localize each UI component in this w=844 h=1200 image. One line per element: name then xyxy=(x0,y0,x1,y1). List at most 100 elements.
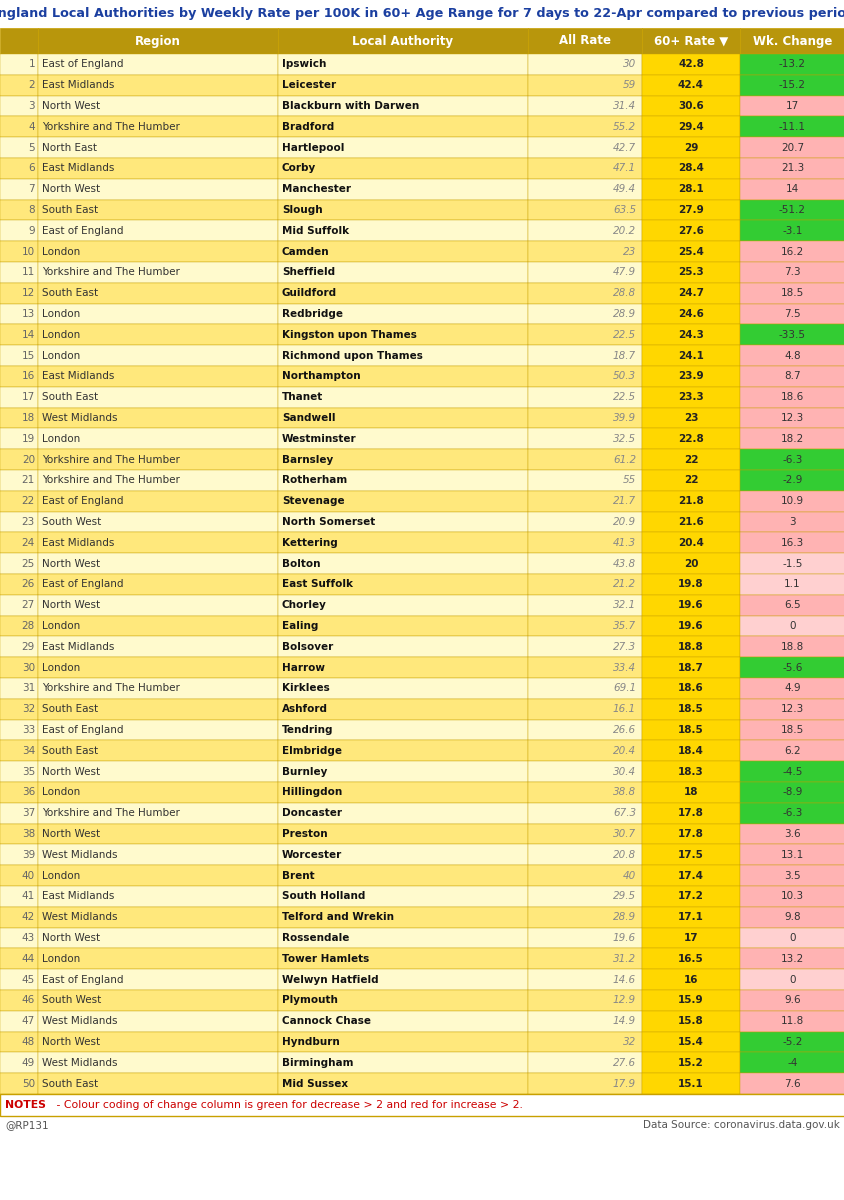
Text: 41.3: 41.3 xyxy=(612,538,636,547)
Text: 42.7: 42.7 xyxy=(612,143,636,152)
Bar xyxy=(38,96,278,116)
Bar xyxy=(739,346,844,366)
Bar xyxy=(641,158,739,179)
Bar xyxy=(641,74,739,96)
Text: 20.7: 20.7 xyxy=(780,143,803,152)
Text: 22: 22 xyxy=(683,475,697,485)
Bar xyxy=(278,158,528,179)
Bar xyxy=(641,636,739,658)
Bar xyxy=(38,428,278,449)
Text: 9.8: 9.8 xyxy=(783,912,800,922)
Text: South East: South East xyxy=(42,205,98,215)
Text: 7.3: 7.3 xyxy=(783,268,800,277)
Text: 17: 17 xyxy=(22,392,35,402)
Text: London: London xyxy=(42,350,80,360)
Bar xyxy=(0,865,38,886)
Text: Bradford: Bradford xyxy=(282,121,334,132)
Text: 18.5: 18.5 xyxy=(780,725,803,734)
Text: 43.8: 43.8 xyxy=(612,559,636,569)
Bar xyxy=(0,366,38,386)
Text: South East: South East xyxy=(42,392,98,402)
Text: 29.5: 29.5 xyxy=(612,892,636,901)
Text: -51.2: -51.2 xyxy=(778,205,805,215)
Bar xyxy=(38,511,278,533)
Bar xyxy=(739,636,844,658)
Text: Yorkshire and The Humber: Yorkshire and The Humber xyxy=(42,809,180,818)
Bar xyxy=(739,366,844,386)
Text: 35: 35 xyxy=(22,767,35,776)
Text: 20: 20 xyxy=(683,559,697,569)
Text: 14: 14 xyxy=(785,184,798,194)
Text: North West: North West xyxy=(42,184,100,194)
Text: West Midlands: West Midlands xyxy=(42,1016,117,1026)
Text: 24.1: 24.1 xyxy=(677,350,703,360)
Bar xyxy=(0,533,38,553)
Text: Ealing: Ealing xyxy=(282,622,318,631)
Bar xyxy=(528,782,641,803)
Text: North West: North West xyxy=(42,559,100,569)
Text: 30.6: 30.6 xyxy=(678,101,703,110)
Bar xyxy=(641,533,739,553)
Text: -3.1: -3.1 xyxy=(782,226,802,235)
Bar xyxy=(528,595,641,616)
Bar xyxy=(278,678,528,698)
Text: 59: 59 xyxy=(622,80,636,90)
Bar xyxy=(528,221,641,241)
Bar xyxy=(641,346,739,366)
Text: 24: 24 xyxy=(22,538,35,547)
Bar xyxy=(278,116,528,137)
Text: 0: 0 xyxy=(788,622,795,631)
Bar xyxy=(739,96,844,116)
Bar xyxy=(0,386,38,408)
Text: 12: 12 xyxy=(22,288,35,298)
Bar xyxy=(278,1052,528,1073)
Text: 22.5: 22.5 xyxy=(612,392,636,402)
Text: 33.4: 33.4 xyxy=(612,662,636,672)
Text: 21.8: 21.8 xyxy=(678,497,703,506)
Text: 30: 30 xyxy=(622,59,636,70)
Text: 16: 16 xyxy=(683,974,697,984)
Text: Ipswich: Ipswich xyxy=(282,59,326,70)
Bar xyxy=(278,262,528,283)
Text: 17: 17 xyxy=(785,101,798,110)
Bar xyxy=(38,346,278,366)
Text: 23.3: 23.3 xyxy=(678,392,703,402)
Text: Worcester: Worcester xyxy=(282,850,342,859)
Text: North West: North West xyxy=(42,1037,100,1046)
Bar xyxy=(739,449,844,470)
Bar xyxy=(38,116,278,137)
Bar xyxy=(528,845,641,865)
Bar xyxy=(278,595,528,616)
Bar xyxy=(641,137,739,158)
Bar xyxy=(528,324,641,346)
Text: 18: 18 xyxy=(22,413,35,422)
Text: 7: 7 xyxy=(29,184,35,194)
Bar xyxy=(38,698,278,720)
Text: 13.2: 13.2 xyxy=(780,954,803,964)
Bar xyxy=(0,283,38,304)
Bar xyxy=(528,553,641,574)
Text: 46: 46 xyxy=(22,995,35,1006)
Text: 39: 39 xyxy=(22,850,35,859)
Text: Stevenage: Stevenage xyxy=(282,497,344,506)
Bar xyxy=(641,366,739,386)
Bar xyxy=(739,803,844,823)
Bar xyxy=(278,698,528,720)
Bar xyxy=(641,678,739,698)
Bar xyxy=(0,740,38,761)
Text: 30: 30 xyxy=(22,662,35,672)
Text: 1: 1 xyxy=(29,59,35,70)
Bar xyxy=(739,428,844,449)
Bar xyxy=(739,386,844,408)
Text: 18.6: 18.6 xyxy=(780,392,803,402)
Text: East of England: East of England xyxy=(42,497,123,506)
Text: 29: 29 xyxy=(683,143,697,152)
Text: Preston: Preston xyxy=(282,829,327,839)
Bar xyxy=(0,803,38,823)
Text: 3: 3 xyxy=(788,517,795,527)
Text: All Rate: All Rate xyxy=(559,35,610,48)
Bar xyxy=(739,116,844,137)
Text: 42.4: 42.4 xyxy=(677,80,703,90)
Text: 28.4: 28.4 xyxy=(677,163,703,174)
Bar xyxy=(739,574,844,595)
